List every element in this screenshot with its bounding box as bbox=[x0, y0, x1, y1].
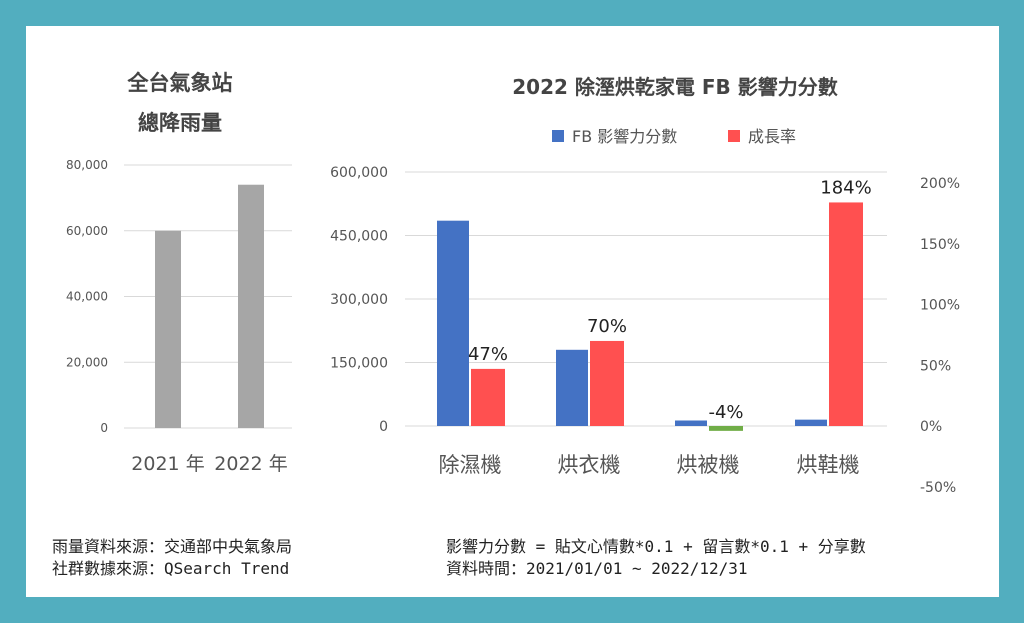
fb-right-y-tick-label: 50% bbox=[920, 358, 951, 374]
fb-score-bar bbox=[675, 420, 707, 426]
legend-label-fb-score: FB 影響力分數 bbox=[572, 127, 677, 146]
rain-chart-title-line2: 總降雨量 bbox=[138, 111, 222, 135]
legend-swatch-growth bbox=[728, 130, 740, 142]
fb-left-y-tick-label: 150,000 bbox=[330, 356, 388, 372]
growth-rate-bar bbox=[829, 202, 863, 426]
rain-chart-title-line1: 全台氣象站 bbox=[127, 71, 233, 95]
rain-y-tick-label: 40,000 bbox=[66, 290, 108, 304]
rain-category-label: 2021 年 bbox=[131, 453, 204, 475]
growth-rate-data-label: 184% bbox=[820, 177, 871, 198]
fb-right-y-tick-label: 0% bbox=[920, 419, 942, 435]
growth-rate-bar bbox=[709, 426, 743, 431]
fb-score-bar bbox=[556, 349, 588, 426]
fb-category-label: 烘被機 bbox=[677, 453, 740, 477]
fb-score-bar bbox=[795, 419, 827, 426]
growth-rate-bar bbox=[590, 340, 624, 426]
legend-swatch-fb-score bbox=[552, 130, 564, 142]
rain-y-tick-label: 20,000 bbox=[66, 355, 108, 369]
fb-category-label: 除濕機 bbox=[439, 453, 502, 477]
footer-source-social: 社群數據來源：QSearch Trend bbox=[52, 559, 290, 578]
fb-chart-title: 2022 除溼烘乾家電 FB 影響力分數 bbox=[512, 75, 837, 99]
rain-bar bbox=[238, 184, 264, 428]
footer-score-formula: 影響力分數 = 貼文心情數*0.1 + 留言數*0.1 + 分享數 bbox=[446, 537, 866, 556]
footer-date-range: 資料時間：2021/01/01 ~ 2022/12/31 bbox=[446, 559, 748, 578]
rain-y-tick-label: 60,000 bbox=[66, 224, 108, 238]
fb-right-y-tick-label: 150% bbox=[920, 237, 960, 253]
fb-left-y-tick-label: 300,000 bbox=[330, 292, 388, 308]
rain-bar bbox=[155, 230, 181, 428]
fb-right-y-tick-label: 200% bbox=[920, 176, 960, 192]
footer-source-rain: 雨量資料來源：交通部中央氣象局 bbox=[52, 537, 293, 556]
growth-rate-bar bbox=[471, 368, 505, 426]
fb-left-y-tick-label: 450,000 bbox=[330, 229, 388, 245]
fb-score-bar bbox=[437, 220, 469, 426]
rain-y-tick-label: 0 bbox=[100, 421, 108, 435]
fb-right-y-tick-label: -50% bbox=[920, 480, 956, 496]
fb-category-label: 烘鞋機 bbox=[797, 453, 860, 477]
legend-label-growth: 成長率 bbox=[748, 127, 796, 146]
rain-y-tick-label: 80,000 bbox=[66, 158, 108, 172]
fb-category-label: 烘衣機 bbox=[558, 453, 621, 477]
fb-right-y-tick-label: 100% bbox=[920, 298, 960, 314]
fb-left-y-tick-label: 600,000 bbox=[330, 165, 388, 181]
growth-rate-data-label: 70% bbox=[587, 316, 627, 337]
fb-left-y-tick-label: 0 bbox=[379, 419, 388, 435]
rain-category-label: 2022 年 bbox=[214, 453, 287, 475]
growth-rate-data-label: -4% bbox=[708, 402, 743, 423]
growth-rate-data-label: 47% bbox=[468, 344, 508, 365]
